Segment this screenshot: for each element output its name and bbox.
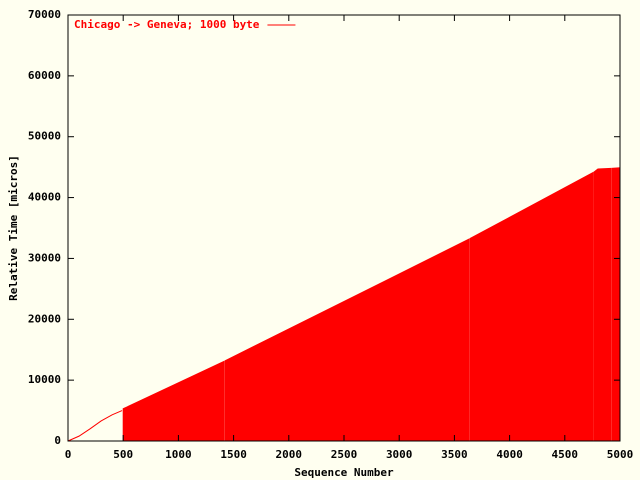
- x-tick-label: 5000: [607, 448, 634, 461]
- x-tick-label: 3500: [441, 448, 468, 461]
- y-tick-label: 40000: [28, 191, 61, 204]
- y-tick-label: 10000: [28, 373, 61, 386]
- x-tick-label: 500: [113, 448, 133, 461]
- x-tick-label: 1500: [220, 448, 247, 461]
- x-tick-label: 1000: [165, 448, 192, 461]
- x-tick-label: 2500: [331, 448, 358, 461]
- legend-label: Chicago -> Geneva; 1000 byte: [74, 18, 260, 31]
- area: [611, 167, 621, 442]
- y-tick-label: 0: [54, 434, 61, 447]
- x-tick-label: 3000: [386, 448, 413, 461]
- y-tick-label: 20000: [28, 312, 61, 325]
- x-tick-label: 4500: [552, 448, 579, 461]
- line: [67, 410, 123, 442]
- x-tick-label: 2000: [276, 448, 303, 461]
- x-tick-label: 4000: [496, 448, 523, 461]
- y-tick-label: 30000: [28, 251, 61, 264]
- x-axis-label: Sequence Number: [294, 466, 394, 479]
- x-tick-label: 0: [65, 448, 72, 461]
- y-tick-label: 50000: [28, 130, 61, 143]
- y-tick-label: 60000: [28, 69, 61, 82]
- y-tick-label: 70000: [28, 8, 61, 21]
- area: [593, 167, 612, 442]
- y-axis-label: Relative Time [micros]: [7, 155, 20, 301]
